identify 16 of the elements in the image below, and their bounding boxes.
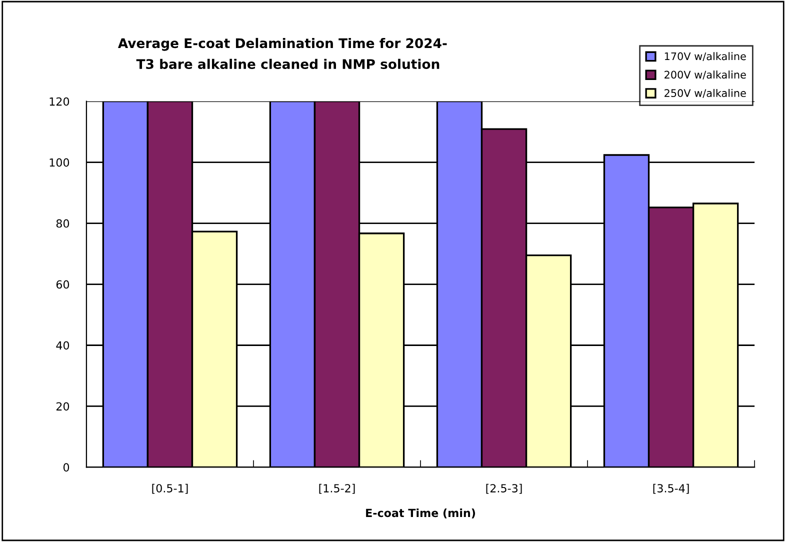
legend-label: 170V w/alkaline xyxy=(664,52,746,62)
x-tick-label: [0.5-1] xyxy=(152,484,188,494)
chart-title: Average E-coat Delamination Time for 2024- T3 bare alkaline cleaned in NMP solution xyxy=(118,38,447,70)
x-tick-label: [1.5-2] xyxy=(319,484,355,494)
x-axis-title: E-coat Time (min) xyxy=(366,508,476,518)
y-tick-label: 120 xyxy=(50,97,70,106)
legend-label: 200V w/alkaline xyxy=(664,70,746,80)
legend-label: 250V w/alkaline xyxy=(664,88,746,98)
x-tick-label: [3.5-4] xyxy=(653,484,689,494)
y-tick-label: 100 xyxy=(50,158,70,167)
y-tick-label: 40 xyxy=(56,341,70,350)
y-tick-label: 80 xyxy=(56,219,70,228)
y-tick-label: 20 xyxy=(56,402,70,411)
x-tick-label: [2.5-3] xyxy=(486,484,522,494)
y-tick-label: 0 xyxy=(63,463,70,472)
y-tick-label: 60 xyxy=(56,280,70,289)
